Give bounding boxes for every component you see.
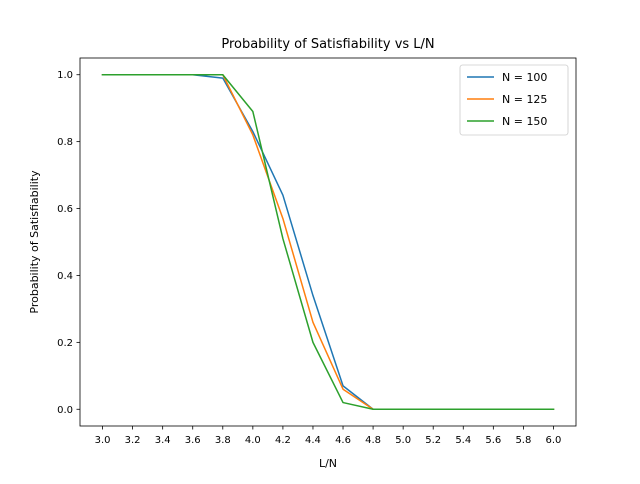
x-tick-label: 5.4 — [455, 435, 471, 446]
x-tick-label: 5.6 — [485, 435, 501, 446]
x-tick-label: 4.4 — [305, 435, 321, 446]
plot-area: 3.0 3.2 3.4 3.6 3.8 4.0 4.2 4.4 4.6 4.8 5.0 5.2 5.4 5… — [57, 57, 577, 446]
y-tick-label: 0.6 — [57, 204, 73, 215]
legend: N = 100 N = 125 N = 150 — [459, 64, 569, 136]
chart-title: Probability of Satisfiability vs L/N — [221, 37, 434, 52]
x-tick-label: 4.2 — [275, 435, 291, 446]
x-tick-label: 5.0 — [395, 435, 411, 446]
x-tick-label: 3.8 — [215, 435, 231, 446]
x-tick-label: 3.2 — [125, 435, 141, 446]
y-tick-label: 0.8 — [57, 137, 73, 148]
x-tick-label: 3.0 — [95, 435, 111, 446]
x-tick-label: 5.2 — [425, 435, 441, 446]
x-tick-label: 3.6 — [185, 435, 201, 446]
axes-frame — [79, 57, 577, 427]
x-tick-label: 3.4 — [155, 435, 171, 446]
x-axis-label: L/N — [319, 457, 337, 470]
series-line-3 — [101, 73, 555, 411]
y-tick-label: 0.4 — [57, 271, 73, 282]
x-tick-label: 4.0 — [245, 435, 261, 446]
y-tick-label: 0.2 — [57, 338, 73, 349]
y-tick-label: 0.0 — [57, 405, 73, 416]
x-tick-label: 4.8 — [365, 435, 381, 446]
x-tick-label: 5.8 — [515, 435, 531, 446]
legend-label-1: N = 100 — [502, 71, 547, 84]
legend-label-3: N = 150 — [502, 115, 547, 128]
x-tick-label: 6.0 — [546, 435, 562, 446]
x-tick-label: 4.6 — [335, 435, 351, 446]
legend-frame — [459, 64, 569, 136]
legend-label-2: N = 125 — [502, 93, 547, 106]
y-axis-label: Probability of Satisfiability — [28, 170, 41, 314]
y-tick-label: 1.0 — [57, 70, 73, 81]
